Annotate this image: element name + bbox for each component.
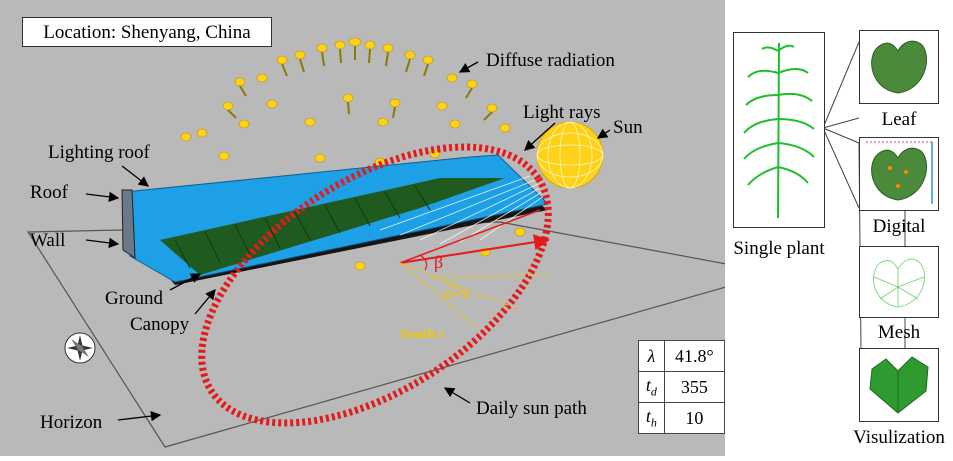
scene-drawing: β αs-π South s — [26, 37, 776, 448]
canopy-texture — [174, 185, 431, 269]
single-plant-panel — [733, 32, 825, 228]
param-value: 10 — [663, 402, 726, 434]
sun-label: Sun — [613, 117, 643, 138]
greenhouse-wall — [121, 189, 136, 259]
table-row: λ 41.8° — [638, 340, 726, 372]
light-rays — [379, 175, 545, 245]
diffuse-radiation-label: Diffuse radiation — [486, 50, 615, 71]
canopy-label: Canopy — [130, 314, 190, 335]
compass-icon — [64, 332, 96, 364]
mesh-panel — [859, 246, 939, 318]
location-box: Location: Shenyang, China — [22, 17, 272, 47]
greenhouse — [121, 154, 550, 285]
sun — [536, 121, 604, 189]
label-arrows — [85, 61, 611, 422]
mesh-caption: Mesh — [877, 322, 921, 343]
visualization-caption: Visulization — [853, 427, 945, 448]
leaf-panel — [859, 30, 939, 104]
south-label: South s — [400, 327, 445, 342]
visualization-panel — [859, 348, 939, 422]
digital-leaf-icon — [866, 141, 933, 204]
leaf-caption: Leaf — [881, 109, 917, 130]
horizon-label: Horizon — [40, 412, 103, 433]
digital-panel — [859, 137, 939, 211]
leaf-icon — [871, 40, 927, 94]
light-rays-label: Light rays — [523, 102, 601, 123]
parameter-table: λ 41.8° td 355 th 10 — [638, 340, 726, 434]
azimuth-construction — [399, 209, 551, 331]
wall-label: Wall — [30, 230, 65, 251]
param-value: 41.8° — [663, 340, 726, 372]
greenhouse-scene: β αs-π South s — [0, 0, 776, 456]
daily-sun-path-label: Daily sun path — [476, 398, 587, 419]
azimuth-label: αs-π — [442, 286, 469, 302]
param-symbol: th — [638, 402, 665, 434]
lighting-roof-label: Lighting roof — [48, 142, 151, 163]
table-row: th 10 — [638, 402, 726, 434]
digital-caption: Digital — [872, 216, 926, 237]
single-plant-caption: Single plant — [733, 238, 825, 259]
daily-sun-path — [198, 143, 552, 427]
visualization-leaf-icon — [869, 356, 929, 414]
table-row: td 355 — [638, 371, 726, 403]
diffuse-ray-stems — [227, 46, 493, 121]
roof-label: Roof — [30, 182, 69, 203]
ground-label: Ground — [105, 288, 164, 309]
beta-label: β — [434, 252, 443, 272]
canopy — [160, 178, 505, 275]
plant-icon — [743, 42, 815, 219]
mesh-leaf-icon — [873, 258, 925, 308]
param-value: 355 — [663, 371, 726, 403]
